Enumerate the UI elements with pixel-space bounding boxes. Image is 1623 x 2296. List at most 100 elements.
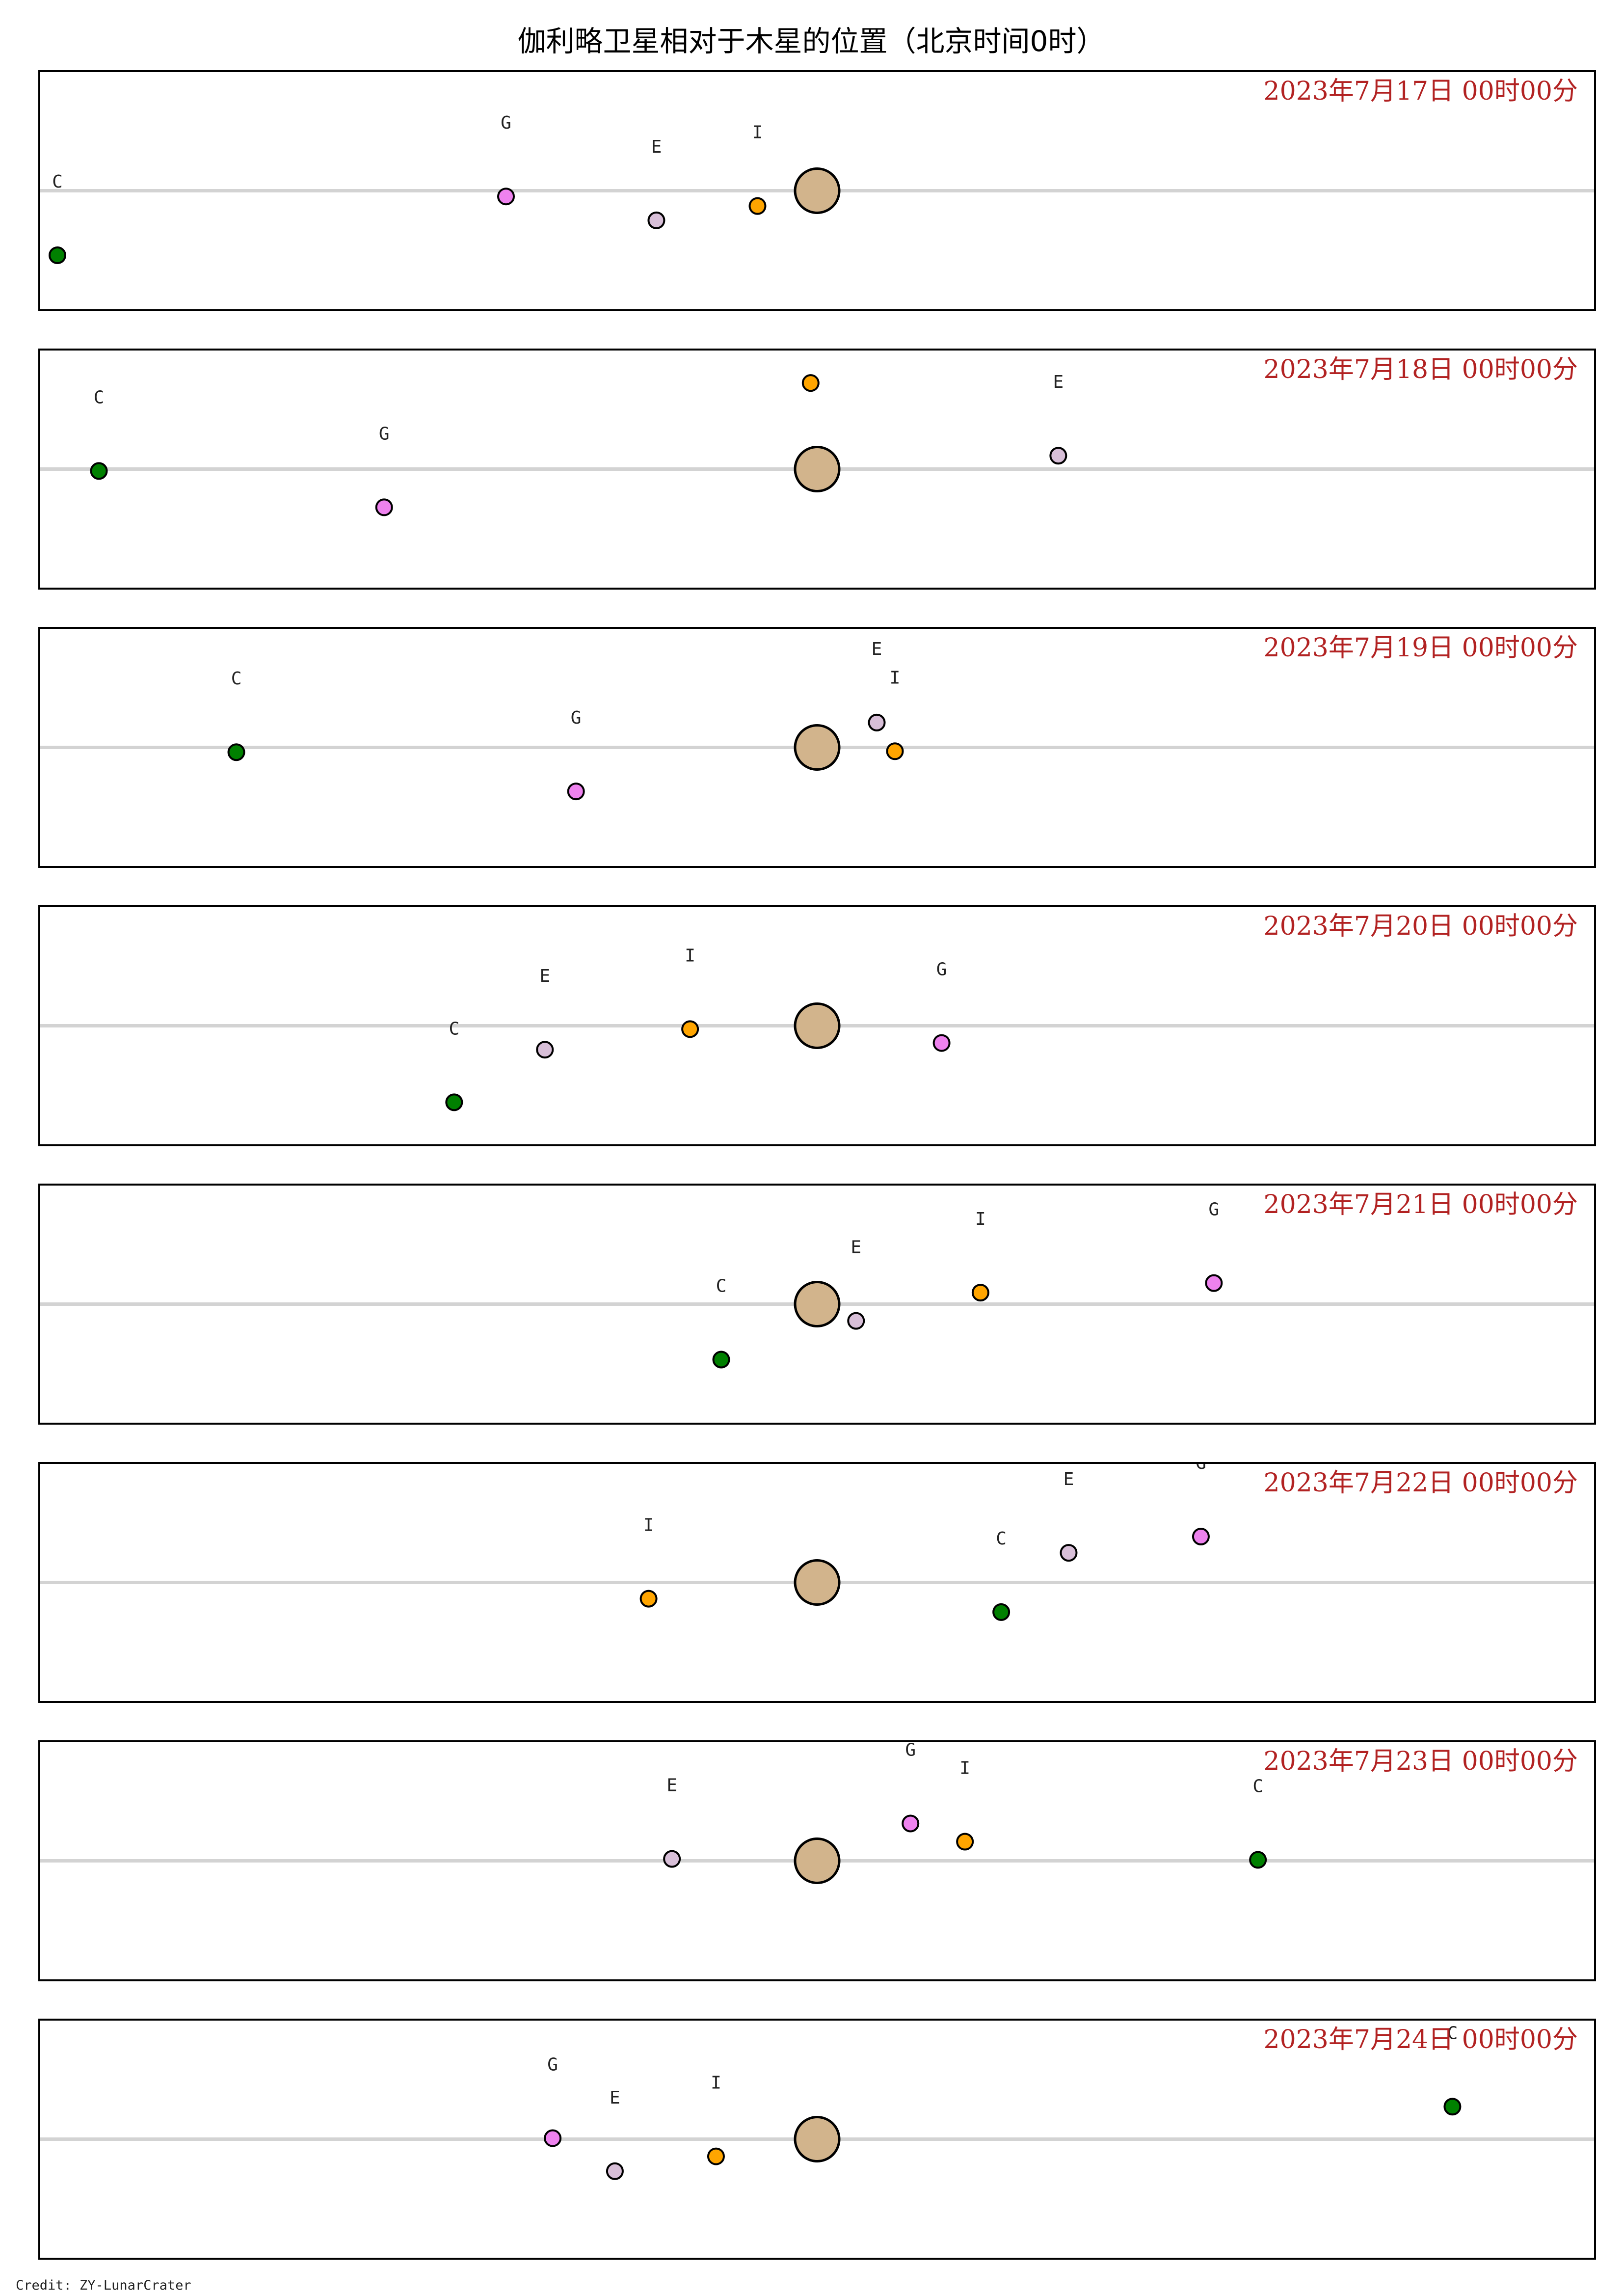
moon-marker-I xyxy=(639,1590,658,1608)
panel-frame xyxy=(38,70,1596,311)
panel-plot-area: EI G C xyxy=(39,639,1595,801)
panel-1: G E I C 2023年7月17日 00时00分 xyxy=(38,70,1596,311)
panel-6: I E G C 2023年7月22日 00时00分 xyxy=(38,1453,1596,1703)
moon-marker-C xyxy=(445,1093,463,1111)
moon-label-I: I xyxy=(685,945,695,966)
moon-marker-E xyxy=(1049,447,1067,465)
moon-marker-I xyxy=(956,1833,974,1851)
panel-timestamp: 2023年7月21日 00时00分 xyxy=(1264,1190,1578,1219)
moon-marker-G xyxy=(497,188,515,206)
panel-timestamp: 2023年7月18日 00时00分 xyxy=(1264,355,1578,384)
jupiter-marker xyxy=(794,1559,841,1606)
moon-marker-E xyxy=(606,2162,624,2180)
panel-timestamp: 2023年7月19日 00时00分 xyxy=(1264,633,1578,663)
moon-marker-C xyxy=(1443,2098,1462,2116)
moon-marker-G xyxy=(544,2129,562,2147)
moon-label-C: C xyxy=(231,669,242,689)
panel-frame xyxy=(38,905,1596,1146)
moon-label-C: C xyxy=(1252,1777,1263,1797)
moon-marker-E xyxy=(847,1312,865,1330)
moon-marker-I xyxy=(971,1284,989,1302)
panel-plot-area: E G I C xyxy=(39,1740,1595,1884)
moon-label-C: C xyxy=(94,387,105,407)
moon-label-G: G xyxy=(547,2055,558,2075)
moon-label-C: C xyxy=(996,1529,1007,1549)
panel-plot-area: E I G C xyxy=(39,1200,1595,1369)
moon-label-G: G xyxy=(1209,1200,1220,1220)
moon-label-E: E xyxy=(851,1238,861,1258)
credit-text: Credit: ZY-LunarCrater xyxy=(16,2278,191,2293)
moon-marker-G xyxy=(1205,1274,1223,1292)
moon-label-I: I xyxy=(643,1515,654,1536)
panel-frame xyxy=(38,2019,1596,2260)
panel-plot-area: I E G C xyxy=(39,1453,1595,1621)
moon-label-E: E xyxy=(1053,372,1064,392)
moon-label-G: G xyxy=(1196,1453,1206,1473)
moon-label-I: I xyxy=(752,123,763,143)
moon-marker-G xyxy=(375,498,393,516)
moon-label-E: E xyxy=(1064,1469,1074,1489)
panel-5: E I G C 2023年7月21日 00时00分 xyxy=(38,1184,1596,1425)
moon-marker-G xyxy=(567,783,585,801)
panel-frame xyxy=(38,349,1596,590)
jupiter-marker xyxy=(794,1281,841,1327)
moon-marker-G xyxy=(902,1814,920,1833)
panel-frame xyxy=(38,1740,1596,1981)
moon-label-C: C xyxy=(716,1276,727,1296)
panel-frame xyxy=(38,1462,1596,1703)
moon-marker-I xyxy=(681,1020,699,1038)
moon-label-G: G xyxy=(905,1740,916,1760)
panel-plot-area: G E I C xyxy=(39,2023,1595,2180)
moon-marker-E xyxy=(868,713,886,731)
moon-marker-C xyxy=(992,1603,1011,1621)
moon-marker-E xyxy=(647,211,665,229)
moon-marker-I xyxy=(707,2147,725,2165)
panel-timestamp: 2023年7月17日 00时00分 xyxy=(1264,77,1578,106)
panel-frame xyxy=(38,627,1596,868)
moon-label-I: I xyxy=(711,2073,721,2093)
moon-label-C: C xyxy=(449,1019,459,1039)
panel-frame xyxy=(38,1184,1596,1425)
panel-3: EI G C 2023年7月19日 00时00分 xyxy=(38,627,1596,868)
jupiter-marker xyxy=(794,724,841,771)
jupiter-marker xyxy=(794,446,841,492)
moon-label-I: I xyxy=(959,1758,970,1779)
panel-timestamp: 2023年7月20日 00时00分 xyxy=(1264,912,1578,941)
jupiter-marker xyxy=(794,1837,841,1884)
moon-label-I: I xyxy=(975,1209,986,1229)
moon-label-E: E xyxy=(539,966,550,986)
moon-label-G: G xyxy=(501,113,511,133)
panel-4: E I G C 2023年7月20日 00时00分 xyxy=(38,905,1596,1146)
moon-marker-E xyxy=(663,1850,681,1868)
jupiter-marker xyxy=(794,1002,841,1049)
moon-marker-C xyxy=(48,246,66,264)
moon-label-I: I xyxy=(890,668,901,688)
panel-timestamp: 2023年7月24日 00时00分 xyxy=(1264,2025,1578,2054)
moon-marker-G xyxy=(1192,1527,1210,1545)
moon-marker-C xyxy=(712,1351,730,1369)
moon-marker-C xyxy=(227,743,245,761)
moon-marker-E xyxy=(1060,1544,1078,1562)
moon-marker-I xyxy=(748,197,767,215)
chart-title: 伽利略卫星相对于木星的位置（北京时间0时） xyxy=(518,25,1105,58)
moon-marker-I xyxy=(801,374,820,392)
jupiter-marker xyxy=(794,2116,841,2162)
moon-label-G: G xyxy=(379,424,390,444)
moon-marker-C xyxy=(90,462,108,480)
panel-timestamp: 2023年7月23日 00时00分 xyxy=(1264,1747,1578,1776)
moon-label-C: C xyxy=(52,172,63,192)
panel-plot-area: G E I C xyxy=(39,113,1595,264)
panel-timestamp: 2023年7月22日 00时00分 xyxy=(1264,1468,1578,1498)
moon-marker-C xyxy=(1249,1851,1267,1869)
moon-marker-E xyxy=(536,1041,554,1059)
moon-label-E: E xyxy=(666,1776,677,1796)
moon-label-E: E xyxy=(872,639,882,659)
moon-label-G: G xyxy=(571,708,582,728)
moon-marker-I xyxy=(886,742,904,760)
